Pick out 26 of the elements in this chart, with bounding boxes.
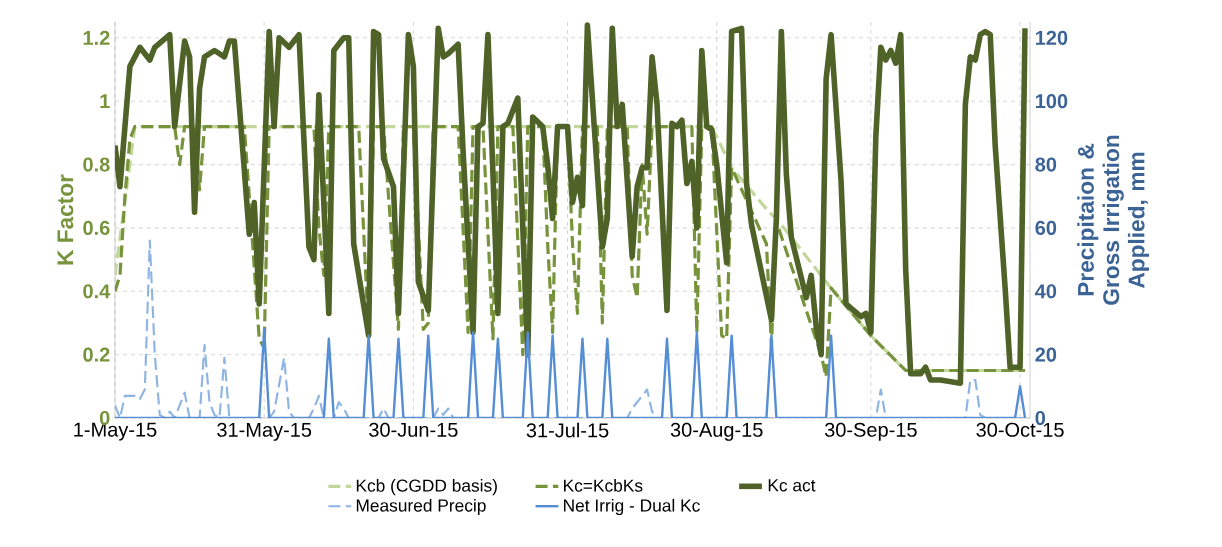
y2-tick-label: 100 <box>1035 94 1068 109</box>
y2-axis-title: Precipitaion & Gross Irrigation Applied, mm <box>1077 135 1150 305</box>
legend-label: Measured Precip <box>356 498 486 516</box>
y-tick-label: 0.2 <box>83 347 110 362</box>
y-tick-label: 0.8 <box>83 157 110 172</box>
y-axis-title: K Factor <box>57 174 74 265</box>
legend-label: Kc=KcbKs <box>564 479 643 492</box>
legend-label: Kc act <box>768 479 816 492</box>
x-tick-label: 30-Aug-15 <box>670 422 763 441</box>
y2-tick-label: 60 <box>1035 220 1057 235</box>
x-tick-label: 31-May-15 <box>217 422 312 441</box>
y2-tick-label: 120 <box>1035 30 1068 45</box>
legend-label: Net Irrig - Dual Kc <box>564 498 700 516</box>
y-tick-label: 0.6 <box>83 220 110 235</box>
y2-tick-label: 80 <box>1035 157 1057 172</box>
y-tick-label: 1.2 <box>83 30 110 45</box>
line-series <box>115 239 1027 418</box>
line-series <box>115 328 1027 418</box>
x-tick-label: 30-Jun-15 <box>369 422 458 437</box>
x-tick-label: 31-Jul-15 <box>526 422 609 438</box>
y2-tick-label: 20 <box>1035 347 1057 362</box>
x-tick-label: 30-Sep-15 <box>824 422 917 441</box>
y-tick-label: 0.4 <box>83 284 111 299</box>
y2-tick-label: 40 <box>1035 284 1057 299</box>
legend-label: Kcb (CGDD basis) <box>356 479 497 496</box>
y-tick-label: 1 <box>100 94 110 109</box>
